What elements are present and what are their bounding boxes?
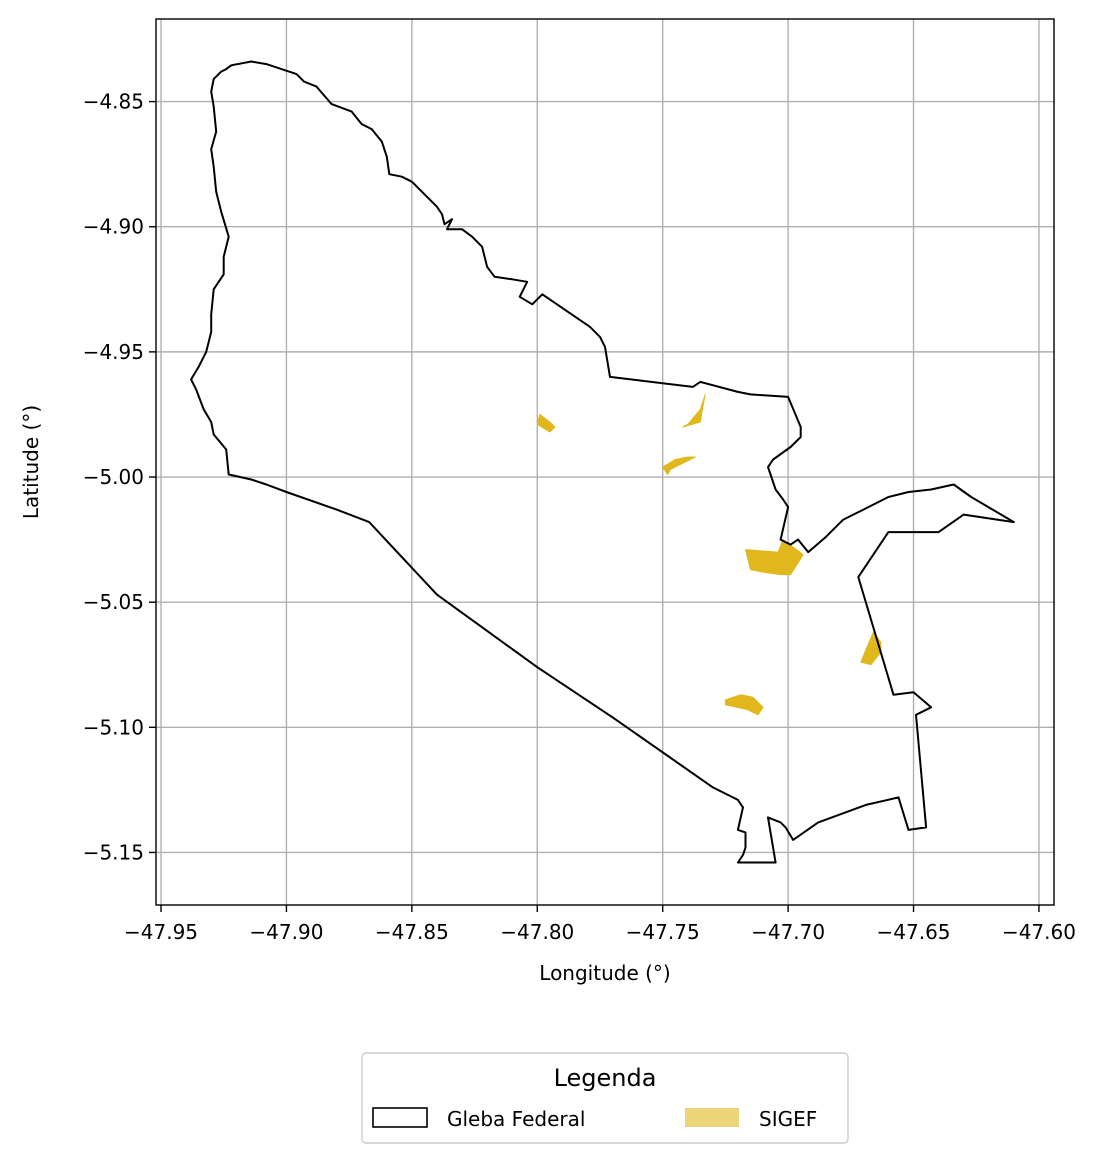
sigef-parcel [662, 456, 696, 475]
x-tick-label: −47.60 [1002, 920, 1076, 944]
sigef-parcel [724, 694, 764, 716]
x-ticks: −47.95 −47.90 −47.85 −47.80 −47.75 −47.70 −47.… [124, 905, 1076, 944]
sigef-parcel [860, 631, 882, 666]
y-tick-label: −4.90 [83, 215, 144, 239]
legend-label-gleba-federal: Gleba Federal [447, 1107, 585, 1131]
y-tick-label: −5.10 [83, 715, 144, 739]
sigef-parcel [536, 413, 556, 433]
legend-label-sigef: SIGEF [759, 1107, 817, 1131]
x-tick-label: −47.75 [626, 920, 700, 944]
y-axis-label: Latitude (°) [19, 405, 43, 519]
plot-area: −47.95 −47.90 −47.85 −47.80 −47.75 −47.70 −47.… [83, 18, 1076, 944]
sigef-parcel [682, 393, 706, 428]
gleba-federal-boundary [190, 60, 1015, 864]
y-tick-label: −5.00 [83, 465, 144, 489]
x-tick-label: −47.95 [124, 920, 198, 944]
x-tick-label: −47.80 [500, 920, 574, 944]
x-tick-label: −47.70 [751, 920, 825, 944]
legend: Legenda Gleba Federal SIGEF [361, 1052, 849, 1144]
axes-frame [155, 18, 1055, 906]
y-tick-label: −5.15 [83, 840, 144, 864]
x-tick-label: −47.85 [375, 920, 449, 944]
x-axis-label: Longitude (°) [539, 961, 670, 985]
legend-title: Legenda [554, 1064, 657, 1092]
x-tick-label: −47.90 [249, 920, 323, 944]
y-tick-label: −5.05 [83, 590, 144, 614]
sigef-polygons [536, 393, 882, 716]
legend-swatch-gleba-federal [372, 1107, 428, 1128]
y-tick-label: −4.85 [83, 90, 144, 114]
y-ticks: −4.85 −4.90 −4.95 −5.00 −5.05 −5.10 −5.15 [83, 90, 156, 864]
axes-background [156, 19, 1054, 905]
gleba-federal-outline [190, 60, 1015, 864]
legend-swatch-sigef [685, 1108, 739, 1127]
y-tick-label: −4.95 [83, 340, 144, 364]
x-tick-label: −47.65 [877, 920, 951, 944]
sigef-parcel [745, 539, 804, 576]
